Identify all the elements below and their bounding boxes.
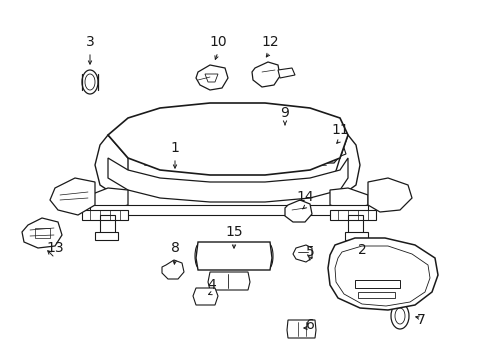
Text: 2: 2 — [357, 243, 366, 257]
Polygon shape — [329, 210, 375, 220]
Text: 3: 3 — [85, 35, 94, 49]
Polygon shape — [345, 232, 367, 240]
Text: 4: 4 — [207, 278, 216, 292]
Text: 9: 9 — [280, 106, 289, 120]
Polygon shape — [90, 188, 128, 210]
Text: 12: 12 — [261, 35, 278, 49]
Polygon shape — [207, 272, 249, 290]
Polygon shape — [108, 103, 347, 175]
Polygon shape — [317, 142, 339, 163]
Polygon shape — [278, 68, 294, 78]
Text: 1: 1 — [170, 141, 179, 155]
Text: 6: 6 — [305, 318, 314, 332]
Polygon shape — [95, 232, 118, 240]
Polygon shape — [95, 135, 128, 195]
Text: 7: 7 — [416, 313, 425, 327]
Polygon shape — [273, 122, 302, 147]
Polygon shape — [292, 245, 311, 262]
Text: 15: 15 — [225, 225, 243, 239]
Polygon shape — [329, 188, 367, 210]
Polygon shape — [22, 218, 62, 248]
Polygon shape — [286, 320, 315, 338]
Polygon shape — [108, 158, 347, 202]
Polygon shape — [196, 242, 271, 270]
Polygon shape — [327, 238, 437, 310]
Polygon shape — [329, 135, 359, 195]
Text: 11: 11 — [330, 123, 348, 137]
Polygon shape — [285, 112, 302, 126]
Polygon shape — [334, 246, 429, 306]
Text: 8: 8 — [170, 241, 179, 255]
Polygon shape — [285, 200, 311, 222]
Polygon shape — [367, 178, 411, 212]
Polygon shape — [193, 288, 218, 305]
Polygon shape — [251, 62, 280, 87]
Text: 10: 10 — [209, 35, 226, 49]
Text: 14: 14 — [296, 190, 313, 204]
Polygon shape — [50, 178, 95, 215]
Text: 5: 5 — [305, 245, 314, 259]
Polygon shape — [82, 210, 128, 220]
Polygon shape — [196, 65, 227, 90]
Text: 13: 13 — [46, 241, 63, 255]
Polygon shape — [162, 260, 183, 279]
Polygon shape — [354, 280, 399, 288]
Polygon shape — [90, 205, 367, 215]
